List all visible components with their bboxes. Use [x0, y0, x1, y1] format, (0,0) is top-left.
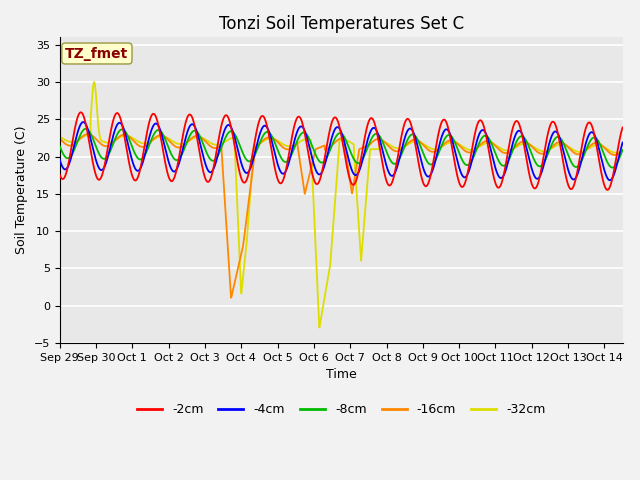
Text: TZ_fmet: TZ_fmet [65, 47, 129, 60]
X-axis label: Time: Time [326, 368, 356, 381]
Title: Tonzi Soil Temperatures Set C: Tonzi Soil Temperatures Set C [218, 15, 463, 33]
Legend: -2cm, -4cm, -8cm, -16cm, -32cm: -2cm, -4cm, -8cm, -16cm, -32cm [132, 398, 550, 421]
Y-axis label: Soil Temperature (C): Soil Temperature (C) [15, 126, 28, 254]
